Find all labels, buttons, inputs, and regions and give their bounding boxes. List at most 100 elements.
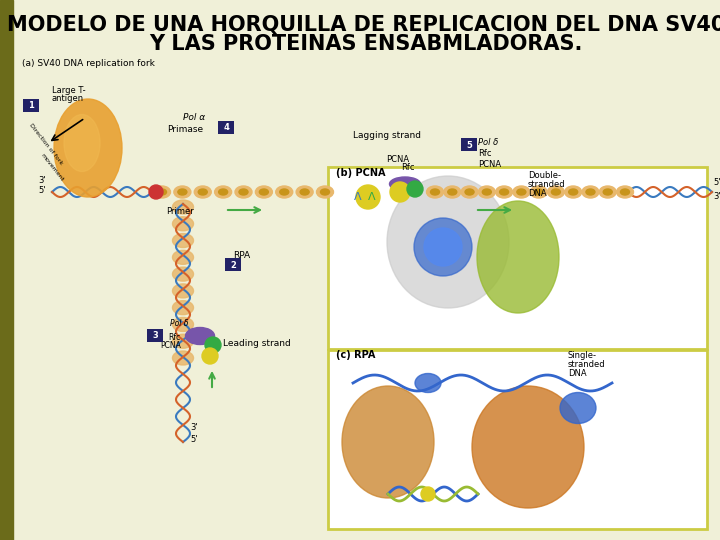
Ellipse shape [448,189,456,195]
FancyBboxPatch shape [328,167,707,349]
Ellipse shape [472,386,584,508]
Circle shape [424,228,462,266]
Text: Lagging strand: Lagging strand [353,131,421,140]
Text: RPA: RPA [233,251,250,260]
Ellipse shape [173,284,194,298]
Text: Pol δ: Pol δ [478,138,498,147]
Ellipse shape [477,201,559,313]
Circle shape [356,185,380,209]
Text: PCNA: PCNA [160,341,181,350]
Ellipse shape [461,186,478,198]
Ellipse shape [296,186,313,198]
Ellipse shape [219,189,228,195]
Ellipse shape [586,189,595,195]
Ellipse shape [552,189,560,195]
Ellipse shape [259,189,269,195]
Ellipse shape [547,186,564,198]
Ellipse shape [173,234,194,247]
Ellipse shape [173,267,194,281]
Text: DNA: DNA [568,369,587,378]
Text: Pol δ: Pol δ [170,319,189,328]
Ellipse shape [173,301,194,315]
Ellipse shape [320,189,330,195]
Ellipse shape [560,393,596,423]
Ellipse shape [235,186,252,198]
Ellipse shape [621,189,629,195]
Ellipse shape [186,327,215,345]
Text: Λ: Λ [354,192,361,202]
Text: 3: 3 [152,332,158,341]
Circle shape [202,348,218,364]
Bar [0,0,13,540]
Ellipse shape [194,186,211,198]
Ellipse shape [444,186,461,198]
Text: movement: movement [40,153,65,183]
Ellipse shape [178,189,187,195]
Ellipse shape [173,251,194,265]
Circle shape [149,185,163,199]
FancyBboxPatch shape [147,329,163,342]
Text: 5': 5' [190,435,197,444]
Circle shape [390,182,410,202]
Ellipse shape [198,189,207,195]
Text: (c) RPA: (c) RPA [336,350,375,360]
Ellipse shape [64,114,100,172]
Text: Direction of fork: Direction of fork [28,123,63,166]
Ellipse shape [153,186,171,198]
Text: Rfc: Rfc [401,163,415,172]
Ellipse shape [616,186,634,198]
Text: Leading strand: Leading strand [223,339,291,348]
Circle shape [421,487,435,501]
Text: Rfc: Rfc [168,333,180,342]
Ellipse shape [513,186,530,198]
Ellipse shape [239,189,248,195]
Ellipse shape [478,186,495,198]
Ellipse shape [342,386,434,498]
Ellipse shape [173,217,194,231]
Ellipse shape [431,189,439,195]
Text: 5: 5 [466,140,472,150]
Ellipse shape [534,189,543,195]
Text: 3': 3' [38,176,45,185]
FancyBboxPatch shape [461,138,477,151]
Text: 3': 3' [713,192,720,201]
Text: stranded: stranded [528,180,566,189]
Ellipse shape [603,189,612,195]
Ellipse shape [482,189,491,195]
Ellipse shape [173,318,194,332]
Text: 1: 1 [28,102,34,111]
Ellipse shape [500,189,508,195]
Text: 4: 4 [223,124,229,132]
Text: Single-: Single- [568,351,597,360]
Text: 2: 2 [230,260,236,269]
Ellipse shape [173,334,194,348]
Ellipse shape [54,99,122,197]
Text: 5': 5' [713,178,720,187]
Ellipse shape [426,186,444,198]
Text: Y LAS PROTEINAS ENSABMLADORAS.: Y LAS PROTEINAS ENSABMLADORAS. [149,34,582,54]
Ellipse shape [517,189,526,195]
Text: DNA: DNA [528,189,546,198]
Ellipse shape [280,189,289,195]
Ellipse shape [317,186,333,198]
FancyBboxPatch shape [218,121,234,134]
Text: (a) SV40 DNA replication fork: (a) SV40 DNA replication fork [22,59,155,68]
Ellipse shape [215,186,232,198]
FancyBboxPatch shape [328,350,707,529]
Ellipse shape [256,186,272,198]
Text: PCNA: PCNA [478,160,501,169]
Circle shape [205,337,221,353]
Text: (b) PCNA: (b) PCNA [336,168,385,178]
Ellipse shape [173,351,194,365]
Text: Pol α: Pol α [183,113,205,122]
Ellipse shape [415,374,441,393]
Text: Large T-: Large T- [52,86,86,95]
Ellipse shape [599,186,616,198]
Circle shape [414,218,472,276]
Ellipse shape [530,186,547,198]
Ellipse shape [495,186,513,198]
Ellipse shape [174,186,191,198]
Ellipse shape [465,189,474,195]
FancyBboxPatch shape [23,99,39,112]
Ellipse shape [300,189,309,195]
